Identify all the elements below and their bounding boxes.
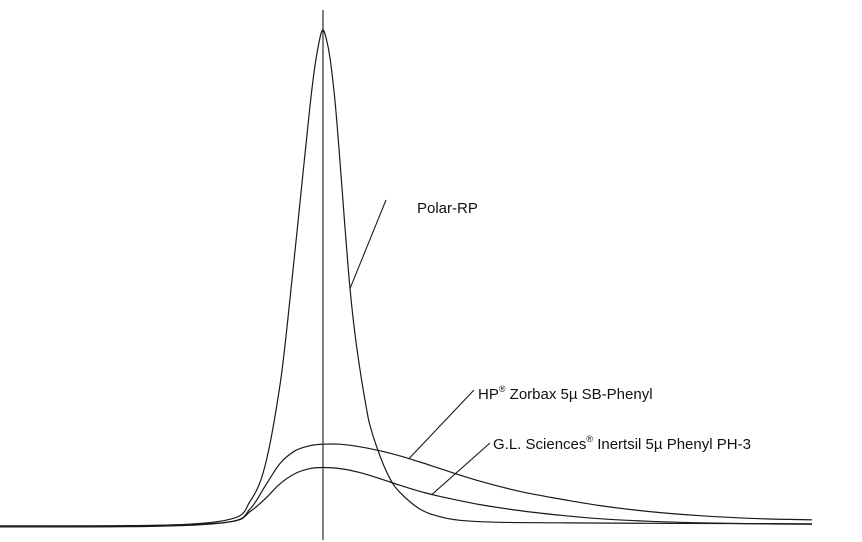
zorbax-leader-line bbox=[408, 389, 475, 459]
zorbax-sb-phenyl-curve bbox=[0, 443, 813, 528]
inertsil-label: G.L. Sciences® Inertsil 5µ Phenyl PH-3 bbox=[493, 434, 751, 453]
polar-rp-leader-line bbox=[349, 199, 387, 289]
zorbax-label: HP® Zorbax 5µ SB-Phenyl bbox=[478, 384, 653, 403]
inertsil-leader-line bbox=[431, 442, 491, 495]
polar-rp-label: Polar-RP bbox=[417, 200, 478, 217]
polar-rp-curve bbox=[0, 29, 813, 528]
inertsil-phenyl-curve bbox=[0, 466, 813, 527]
